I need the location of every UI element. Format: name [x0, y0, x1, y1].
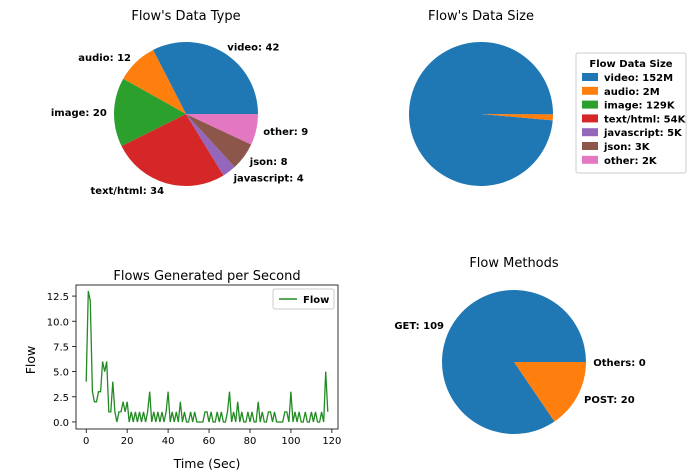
legend-swatch-json — [582, 142, 598, 150]
data-size-chart-title: Flow's Data Size — [428, 9, 534, 24]
flows-legend-label: Flow — [303, 295, 329, 306]
data-size-slice-0 — [409, 41, 553, 186]
data-type-pie-chart: Flow's Data Type video: 42 audio: 12 image… — [51, 9, 308, 197]
x-axis-label: Time (Sec) — [173, 456, 241, 471]
x-tick-label: 60 — [203, 436, 216, 447]
flows-chart-title: Flows Generated per Second — [113, 269, 300, 284]
y-tick-label: 10.0 — [47, 317, 69, 328]
x-tick-label: 20 — [121, 436, 134, 447]
y-tick-label: 7.5 — [53, 342, 69, 353]
data-type-slice-audio — [123, 49, 186, 114]
flows-legend: Flow — [272, 288, 335, 310]
legend-entry-javascript: javascript: 5K — [603, 128, 683, 139]
y-tick-label: 2.5 — [53, 393, 69, 404]
legend-entries: video: 152M audio: 2M image: 129K text/html… — [582, 73, 687, 167]
legend-swatch-image — [582, 100, 598, 109]
legend-entry-other: other: 2K — [604, 156, 658, 167]
legend-entry-audio: audio: 2M — [604, 87, 660, 98]
data-type-pie-panel: Flow's Data Type video: 42 audio: 12 image… — [0, 0, 346, 236]
data-type-slice-video-label: video: 42 — [227, 42, 279, 53]
data-type-slice-javascript — [186, 114, 235, 176]
flow-methods-pie-chart: Flow Methods GET: 109 POST: 20 Others: 0 — [394, 256, 646, 435]
data-type-slice-image — [113, 78, 186, 147]
y-tick-label: 5.0 — [53, 368, 69, 379]
data-size-pie-chart: Flow's Data Size Flow Data Size video: 1… — [409, 9, 687, 186]
data-type-slice-image-label: image: 20 — [51, 108, 107, 119]
legend-swatch-other — [582, 155, 598, 164]
y-tick-label: 0.0 — [53, 418, 69, 429]
y-axis-label: Flow — [23, 346, 38, 375]
data-type-slice-javascript-label: javascript: 4 — [233, 173, 304, 184]
data-size-slice-1 — [481, 114, 553, 121]
axis-ticks: 0 20 40 60 80 100 120 0.0 2.5 5.0 7.5 10.0 12.5 — [47, 292, 342, 447]
x-tick-label: 80 — [244, 436, 257, 447]
data-type-slice-text-html-label: text/html: 34 — [91, 186, 165, 197]
flows-line-chart: Flows Generated per Second Time (Sec) Fl… — [23, 269, 342, 471]
data-type-slice-json-label: json: 8 — [249, 157, 288, 168]
flows-line-panel: Flows Generated per Second Time (Sec) Fl… — [0, 236, 346, 472]
data-type-chart-title: Flow's Data Type — [131, 9, 240, 24]
data-size-pie-panel: Flow's Data Size Flow Data Size video: 1… — [346, 0, 692, 236]
data-type-slice-video — [153, 42, 258, 114]
data-type-slice-json — [186, 114, 252, 168]
x-tick-label: 40 — [162, 436, 175, 447]
flows-legend-frame — [272, 288, 335, 310]
legend-frame — [575, 52, 687, 174]
flow-methods-slice-post-label: POST: 20 — [584, 395, 635, 406]
flow-methods-slice-others-label: Others: 0 — [593, 358, 646, 369]
legend-swatch-text-html — [582, 114, 598, 123]
flow-methods-pie-panel: Flow Methods GET: 109 POST: 20 Others: 0 — [346, 236, 692, 472]
x-tick-label: 100 — [281, 436, 300, 447]
x-tick-label: 0 — [83, 436, 89, 447]
legend-swatch-audio — [582, 86, 598, 95]
data-type-slice-text-html — [121, 114, 224, 187]
data-type-slice-other-label: other: 9 — [263, 127, 308, 138]
x-tick-label: 120 — [322, 436, 341, 447]
legend-title: Flow Data Size — [589, 59, 672, 70]
flow-series-line — [85, 290, 329, 423]
y-tick-label: 12.5 — [47, 292, 69, 303]
data-size-legend: Flow Data Size video: 152M audio: 2M image… — [575, 52, 687, 174]
flow-methods-slice-post — [514, 362, 586, 422]
flow-methods-slice-get — [442, 290, 586, 435]
legend-swatch-javascript — [582, 128, 598, 137]
legend-swatch-video — [582, 73, 598, 81]
legend-entry-json: json: 3K — [603, 142, 651, 153]
data-type-slice-other — [186, 114, 258, 145]
data-size-slice-2 — [481, 114, 554, 115]
flow-methods-chart-title: Flow Methods — [469, 256, 559, 271]
plot-frame — [75, 284, 339, 430]
legend-entry-text-html: text/html: 54K — [604, 114, 687, 125]
data-type-slice-audio-label: audio: 12 — [78, 53, 131, 64]
flow-methods-slice-get-label: GET: 109 — [394, 321, 444, 332]
legend-entry-image: image: 129K — [604, 101, 676, 112]
legend-entry-video: video: 152M — [604, 73, 673, 84]
